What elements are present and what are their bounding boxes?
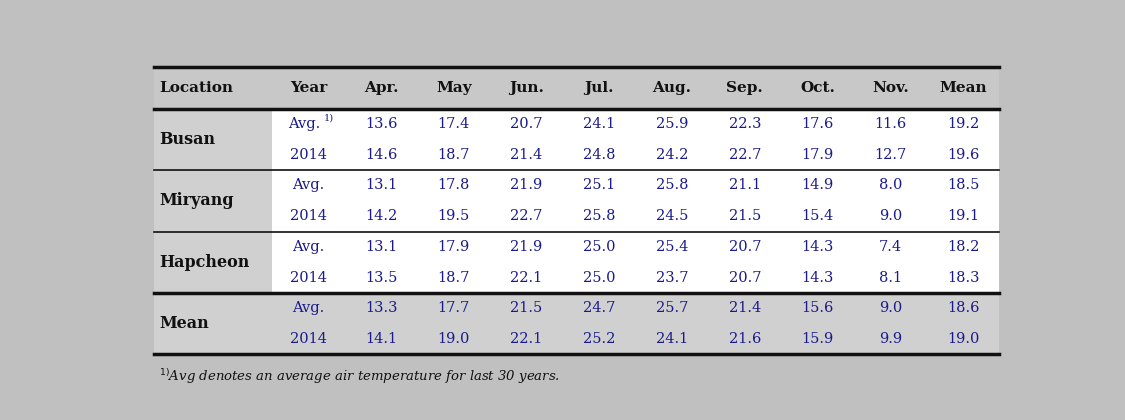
Text: 8.1: 8.1 [879, 270, 902, 285]
Text: 24.2: 24.2 [656, 148, 688, 162]
Text: Mean: Mean [939, 81, 987, 94]
Text: 15.6: 15.6 [801, 301, 834, 315]
Text: 9.9: 9.9 [879, 332, 902, 346]
Text: 8.0: 8.0 [879, 178, 902, 192]
Text: Avg.: Avg. [288, 117, 321, 131]
Text: 17.4: 17.4 [438, 117, 470, 131]
Text: 25.1: 25.1 [583, 178, 615, 192]
Text: 18.5: 18.5 [947, 178, 979, 192]
Text: 25.8: 25.8 [583, 209, 615, 223]
Text: 17.9: 17.9 [438, 240, 470, 254]
Text: 19.0: 19.0 [947, 332, 979, 346]
Text: Avg.: Avg. [292, 178, 324, 192]
Text: 13.3: 13.3 [364, 301, 397, 315]
Text: 18.2: 18.2 [947, 240, 979, 254]
Text: 2014: 2014 [290, 209, 326, 223]
Text: 17.6: 17.6 [801, 117, 834, 131]
Text: 17.8: 17.8 [438, 178, 470, 192]
Text: 22.1: 22.1 [511, 332, 542, 346]
Text: 25.7: 25.7 [656, 301, 688, 315]
Text: 18.7: 18.7 [438, 148, 470, 162]
Text: 24.5: 24.5 [656, 209, 688, 223]
Text: Year: Year [289, 81, 327, 94]
Text: 19.5: 19.5 [438, 209, 470, 223]
Text: Avg.: Avg. [292, 240, 324, 254]
Text: 14.1: 14.1 [364, 332, 397, 346]
Text: 13.5: 13.5 [364, 270, 397, 285]
Text: 18.7: 18.7 [438, 270, 470, 285]
Text: 19.2: 19.2 [947, 117, 979, 131]
Text: 25.9: 25.9 [656, 117, 688, 131]
Text: 21.9: 21.9 [511, 178, 542, 192]
Text: Miryang: Miryang [159, 192, 234, 209]
Text: 21.5: 21.5 [729, 209, 760, 223]
Text: Apr.: Apr. [363, 81, 398, 94]
Text: 22.3: 22.3 [729, 117, 760, 131]
Text: 1): 1) [324, 114, 334, 123]
Text: 25.0: 25.0 [583, 270, 615, 285]
Text: 13.1: 13.1 [364, 178, 397, 192]
Text: Hapcheon: Hapcheon [159, 254, 250, 271]
Text: 24.1: 24.1 [583, 117, 615, 131]
Text: Oct.: Oct. [800, 81, 835, 94]
Text: Nov.: Nov. [872, 81, 909, 94]
Text: 25.0: 25.0 [583, 240, 615, 254]
Text: Aug.: Aug. [652, 81, 692, 94]
Text: 15.4: 15.4 [801, 209, 834, 223]
Text: 24.7: 24.7 [583, 301, 615, 315]
Text: 25.2: 25.2 [583, 332, 615, 346]
Text: Busan: Busan [159, 131, 215, 148]
Text: 21.9: 21.9 [511, 240, 542, 254]
Text: 19.1: 19.1 [947, 209, 979, 223]
Text: Mean: Mean [159, 315, 208, 332]
Text: 21.4: 21.4 [729, 301, 760, 315]
Text: 21.1: 21.1 [729, 178, 760, 192]
Text: 13.6: 13.6 [364, 117, 397, 131]
Text: 20.7: 20.7 [729, 270, 760, 285]
Text: 2014: 2014 [290, 270, 326, 285]
Text: 14.3: 14.3 [801, 270, 834, 285]
Text: 21.6: 21.6 [729, 332, 760, 346]
Text: 15.9: 15.9 [801, 332, 834, 346]
Text: 7.4: 7.4 [879, 240, 902, 254]
Text: 20.7: 20.7 [511, 117, 542, 131]
Text: Jun.: Jun. [510, 81, 544, 94]
Text: Jul.: Jul. [585, 81, 614, 94]
Text: 17.7: 17.7 [438, 301, 470, 315]
Text: 24.1: 24.1 [656, 332, 688, 346]
Text: 2014: 2014 [290, 332, 326, 346]
Text: Location: Location [159, 81, 233, 94]
Text: 2014: 2014 [290, 148, 326, 162]
Text: 22.7: 22.7 [729, 148, 760, 162]
Text: 23.7: 23.7 [656, 270, 688, 285]
Text: 24.8: 24.8 [583, 148, 615, 162]
Text: 18.3: 18.3 [947, 270, 979, 285]
Text: 13.1: 13.1 [364, 240, 397, 254]
Text: 12.7: 12.7 [874, 148, 907, 162]
Text: 22.1: 22.1 [511, 270, 542, 285]
Text: 18.6: 18.6 [947, 301, 979, 315]
Text: 14.3: 14.3 [801, 240, 834, 254]
Text: 21.5: 21.5 [511, 301, 542, 315]
Text: 9.0: 9.0 [879, 301, 902, 315]
Text: 25.8: 25.8 [656, 178, 688, 192]
Text: 21.4: 21.4 [511, 148, 542, 162]
Text: 22.7: 22.7 [511, 209, 542, 223]
Text: $^{1)}$Avg denotes an average air temperature for last 30 years.: $^{1)}$Avg denotes an average air temper… [159, 368, 560, 386]
Text: 19.0: 19.0 [438, 332, 470, 346]
Text: 19.6: 19.6 [947, 148, 979, 162]
Text: 11.6: 11.6 [874, 117, 907, 131]
Text: 14.9: 14.9 [801, 178, 834, 192]
Text: May: May [436, 81, 471, 94]
Text: 17.9: 17.9 [801, 148, 834, 162]
Text: Sep.: Sep. [727, 81, 763, 94]
Text: 25.4: 25.4 [656, 240, 688, 254]
Text: 9.0: 9.0 [879, 209, 902, 223]
Text: 14.2: 14.2 [364, 209, 397, 223]
Text: 14.6: 14.6 [364, 148, 397, 162]
Text: Avg.: Avg. [292, 301, 324, 315]
Text: 20.7: 20.7 [729, 240, 760, 254]
